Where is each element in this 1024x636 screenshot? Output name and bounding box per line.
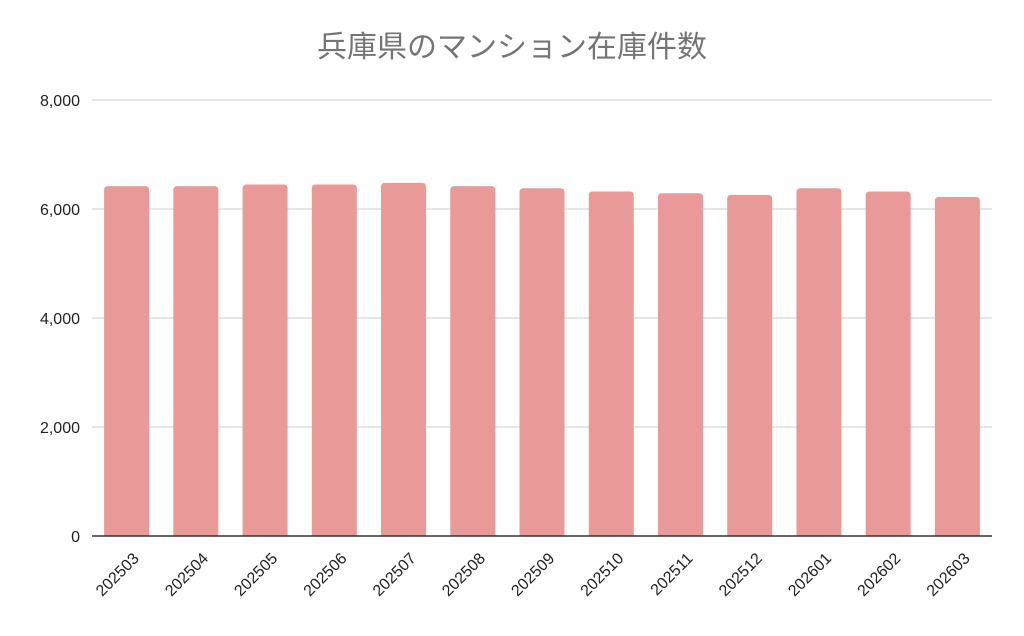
bar-202509 [519, 188, 565, 537]
bar-202505 [242, 184, 288, 536]
x-tick-label: 202602 [855, 550, 905, 600]
x-tick-label: 202512 [716, 550, 766, 600]
y-tick-label: 4,000 [40, 311, 80, 328]
y-tick-label: 8,000 [40, 93, 80, 110]
y-tick-label: 0 [71, 529, 80, 546]
bar-202503 [104, 186, 150, 537]
x-tick-label: 202507 [370, 550, 420, 600]
bar-202512 [727, 194, 773, 536]
x-tick-label: 202506 [301, 550, 351, 600]
bar-202506 [311, 184, 357, 536]
bar-202508 [450, 186, 496, 537]
y-tick-label: 6,000 [40, 202, 80, 219]
x-tick-label: 202509 [508, 550, 558, 600]
y-tick-label: 2,000 [40, 420, 80, 437]
bar-202511 [657, 193, 703, 536]
x-tick-label: 202603 [924, 550, 974, 600]
x-tick-label: 202508 [439, 550, 489, 600]
y-tick-labels: 0 2,000 4,000 6,000 8,000 [40, 93, 80, 546]
bar-202601 [796, 188, 842, 537]
x-tick-label: 202503 [93, 550, 143, 600]
bar-202603 [934, 197, 980, 536]
bar-202504 [173, 186, 219, 537]
x-tick-label: 202505 [231, 550, 281, 600]
bars [104, 182, 980, 537]
bar-202510 [588, 191, 634, 536]
x-tick-labels: 202503 202504 202505 202506 202507 202508 2025… [93, 550, 974, 600]
x-tick-label: 202510 [578, 550, 628, 600]
chart-title: 兵庫県のマンション在庫件数 [317, 30, 707, 65]
x-tick-label: 202511 [648, 550, 697, 599]
bar-202602 [865, 191, 911, 536]
x-tick-label: 202504 [162, 550, 212, 600]
bar-202507 [381, 182, 427, 536]
x-tick-label: 202601 [785, 550, 835, 600]
